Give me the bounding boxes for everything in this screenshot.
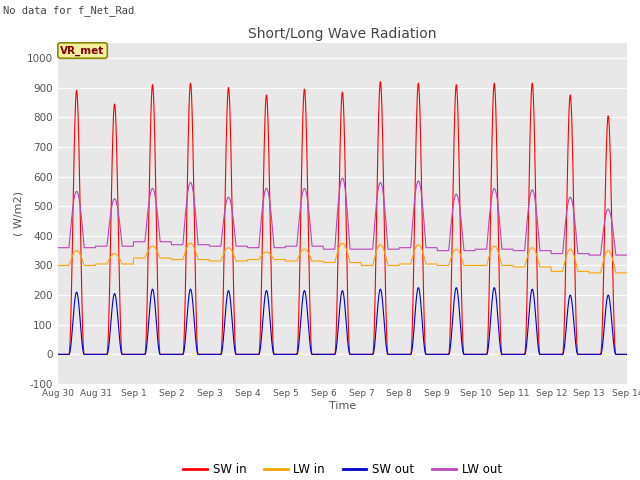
LW in: [573, 264, 580, 270]
LW in: [623, 270, 631, 276]
SW out: [54, 351, 61, 357]
SW in: [508, 351, 516, 357]
SW out: [589, 351, 596, 357]
SW in: [589, 351, 596, 357]
Line: SW out: SW out: [58, 288, 627, 354]
LW in: [372, 252, 380, 258]
LW out: [372, 212, 380, 218]
SW in: [623, 351, 631, 357]
X-axis label: Time: Time: [329, 401, 356, 410]
LW out: [589, 252, 596, 258]
SW out: [508, 351, 516, 357]
SW in: [376, 79, 384, 84]
LW in: [508, 263, 516, 268]
Text: No data for f_Net_Rad: No data for f_Net_Rad: [3, 5, 134, 16]
LW in: [212, 258, 220, 264]
LW out: [339, 175, 346, 181]
LW in: [589, 270, 596, 276]
LW out: [359, 246, 367, 252]
LW in: [586, 270, 593, 276]
SW out: [359, 351, 367, 357]
LW in: [187, 240, 195, 246]
SW in: [212, 351, 220, 357]
SW out: [623, 351, 631, 357]
Line: LW in: LW in: [58, 243, 627, 273]
SW in: [371, 293, 379, 299]
Title: Short/Long Wave Radiation: Short/Long Wave Radiation: [248, 27, 436, 41]
Text: VR_met: VR_met: [60, 46, 105, 56]
LW in: [359, 263, 367, 268]
LW out: [586, 252, 593, 258]
Line: SW in: SW in: [58, 82, 627, 354]
LW out: [212, 243, 220, 249]
SW out: [573, 349, 580, 355]
LW out: [623, 252, 631, 258]
LW out: [573, 239, 580, 245]
SW in: [359, 351, 367, 357]
LW out: [508, 246, 516, 252]
SW out: [371, 337, 379, 343]
Legend: SW in, LW in, SW out, LW out: SW in, LW in, SW out, LW out: [179, 458, 506, 480]
SW out: [415, 285, 422, 290]
SW in: [54, 351, 61, 357]
LW in: [54, 263, 61, 268]
Y-axis label: ( W/m2): ( W/m2): [14, 191, 24, 236]
LW out: [54, 245, 61, 251]
Line: LW out: LW out: [58, 178, 627, 255]
SW out: [212, 351, 220, 357]
SW in: [573, 340, 580, 346]
